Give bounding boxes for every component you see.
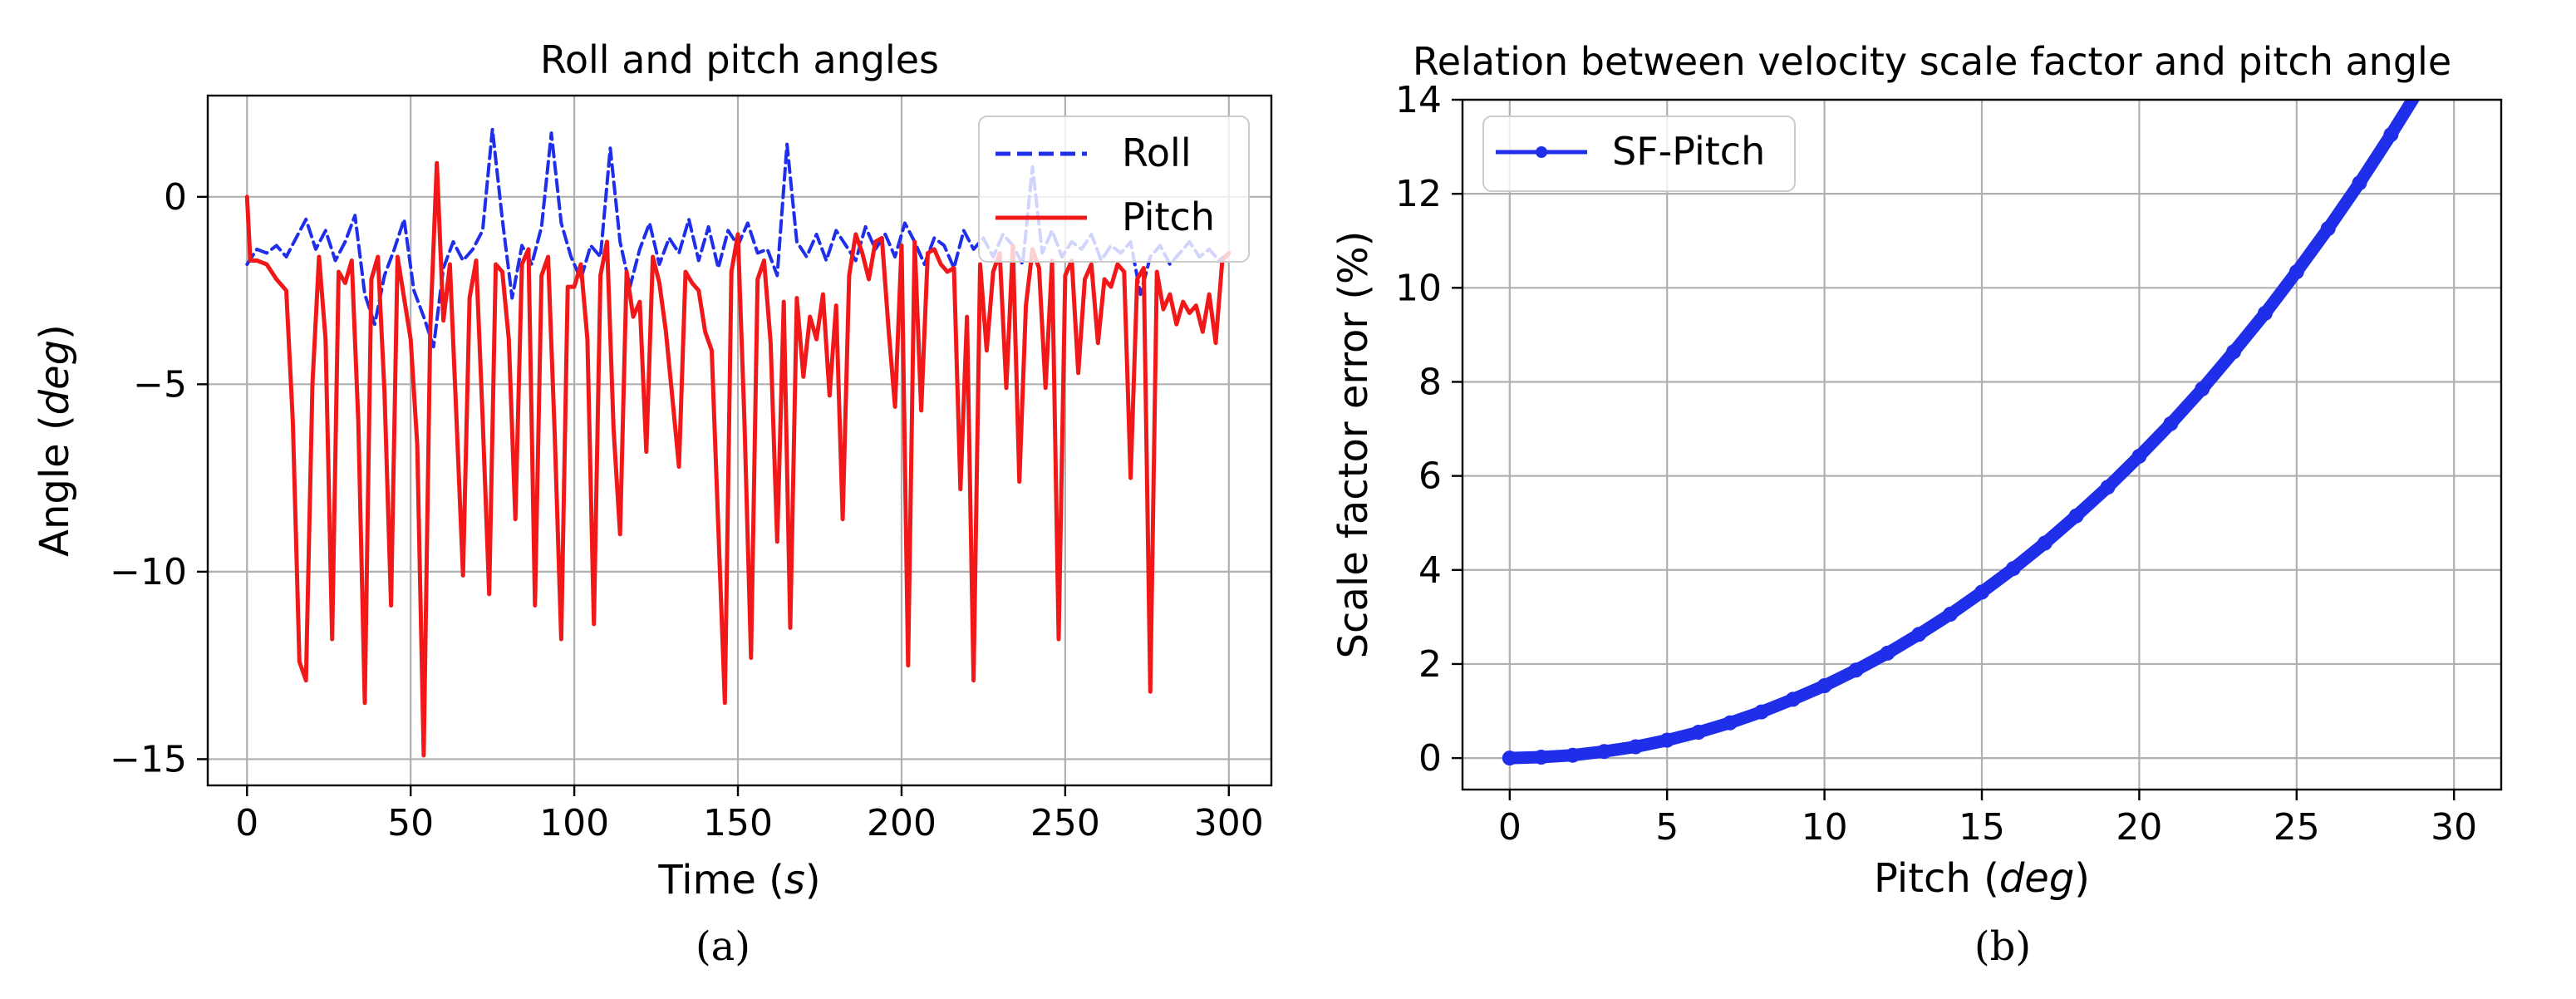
chart-a-ytick-label: −10: [110, 551, 187, 593]
legend-sfpitch-label: SF-Pitch: [1612, 129, 1765, 174]
chart-b-lines: [1502, 23, 2461, 766]
chart-b-ytick-label: 14: [1395, 79, 1442, 121]
series-sfpitch-point: [1911, 627, 1927, 642]
chart-b-xtick-label: 25: [2274, 806, 2320, 849]
legend-pitch-label: Pitch: [1122, 194, 1215, 239]
chart-b-legend-box: [1482, 116, 1796, 192]
legend-sfpitch-marker: [1536, 146, 1547, 158]
series-sfpitch-point: [2037, 535, 2052, 551]
series-sfpitch-point: [1816, 678, 1832, 693]
chart-b-xtick-label: 0: [1498, 806, 1522, 849]
series-pitch-line: [244, 160, 1231, 758]
chart-a-xlabel-text: Time: [657, 857, 755, 903]
chart-b-ytick-label: 8: [1418, 361, 1442, 403]
chart-b-xtick-label: 5: [1655, 806, 1679, 849]
chart-b-xtick-label: 30: [2431, 806, 2477, 849]
chart-b-ytick-label: 4: [1418, 549, 1442, 592]
series-sfpitch-point: [2163, 416, 2179, 431]
chart-b-ytick-label: 6: [1418, 455, 1442, 498]
chart-b-ytick-label: 2: [1418, 643, 1442, 686]
chart-a-ylabel-unit: deg: [32, 340, 78, 415]
chart-a-xtick-label: 200: [867, 802, 937, 844]
chart-a-ylabel: Angle (deg): [32, 324, 78, 557]
chart-a-xtick-label: 100: [539, 802, 609, 844]
series-sfpitch-point: [1723, 715, 1738, 731]
chart-a-legend-box: [978, 116, 1250, 263]
chart-a-ytick-label: −5: [133, 363, 187, 406]
chart-a-frame: [206, 94, 1273, 787]
series-sfpitch-point: [2320, 221, 2336, 236]
chart-b-ytick-label: 10: [1395, 267, 1442, 309]
chart-a-xtick-label: 0: [235, 802, 258, 844]
series-sfpitch-point: [2005, 561, 2021, 577]
series-sfpitch-point: [2195, 381, 2210, 396]
series-sfpitch-point: [1533, 750, 1549, 765]
series-sfpitch-point: [2257, 305, 2273, 321]
series-sfpitch-point: [1691, 725, 1707, 740]
chart-b-ylabel: Scale factor error (%): [1330, 231, 1377, 659]
chart-b-xtick-label: 15: [1959, 806, 2005, 849]
chart-a-title: Roll and pitch angles: [540, 37, 939, 82]
chart-a-ylabel-text: Angle: [32, 443, 78, 557]
chart-a-xlabel: Time (s): [657, 857, 820, 903]
chart-a-caption: (a): [696, 923, 750, 970]
panel-a: Roll and pitch angles 0 50 100 150 200 250 300…: [32, 37, 1273, 970]
series-sfpitch-point: [1943, 607, 1959, 622]
series-sfpitch-point: [1785, 691, 1801, 707]
series-sfpitch-point: [1502, 750, 1517, 766]
chart-b-legend: SF-Pitch: [1482, 116, 1796, 192]
chart-a-xtick-label: 50: [387, 802, 434, 844]
chart-a-ytick-label: −15: [110, 738, 187, 780]
series-sfpitch-point: [1848, 662, 1864, 678]
chart-b-xlabel: Pitch (deg): [1874, 855, 2090, 902]
chart-b-yticks: 0 2 4 6 8 10 12 14: [1395, 79, 1463, 780]
chart-a-yticks: 0 −5 −10 −15: [110, 176, 208, 780]
series-sfpitch-point: [1753, 704, 1769, 720]
chart-a-xlabel-unit: s: [784, 857, 805, 903]
series-sfpitch-point: [2288, 264, 2304, 280]
chart-b-xtick-label: 10: [1802, 806, 1848, 849]
series-sfpitch-point: [2131, 448, 2147, 464]
chart-a-ytick-label: 0: [164, 176, 187, 219]
series-sfpitch-point: [2068, 508, 2084, 524]
series-sfpitch-point: [1880, 645, 1895, 661]
panel-b: Relation between velocity scale factor a…: [1330, 23, 2503, 970]
legend-roll-label: Roll: [1122, 130, 1192, 175]
series-sfpitch-point: [1628, 739, 1644, 755]
series-sfpitch-point: [1565, 747, 1581, 763]
series-sfpitch-point: [1596, 744, 1612, 760]
chart-b-xticks: 0 5 10 15 20 25 30: [1498, 790, 2477, 849]
series-sfpitch-point: [2383, 126, 2399, 142]
series-sfpitch-point: [1659, 732, 1675, 748]
chart-a-legend: Roll Pitch: [978, 116, 1250, 263]
chart-b-xlabel-text: Pitch: [1874, 855, 1971, 902]
chart-b-xtick-label: 20: [2116, 806, 2162, 849]
chart-a-xticks: 0 50 100 150 200 250 300: [235, 785, 1264, 844]
series-sfpitch-point: [2226, 344, 2241, 360]
series-sfpitch-point: [1974, 584, 1989, 600]
series-sfpitch-point: [2446, 23, 2461, 38]
chart-a-xtick-label: 300: [1194, 802, 1264, 844]
chart-a-xtick-label: 250: [1030, 802, 1100, 844]
chart-b-ytick-label: 12: [1395, 173, 1442, 215]
series-sfpitch-point: [2352, 175, 2367, 191]
chart-b-title: Relation between velocity scale factor a…: [1413, 39, 2451, 84]
chart-b-caption: (b): [1974, 923, 2031, 970]
series-sfpitch-point: [2100, 480, 2116, 495]
chart-a-xtick-label: 150: [703, 802, 773, 844]
chart-b-ytick-label: 0: [1418, 737, 1442, 780]
chart-b-xlabel-unit: deg: [1999, 855, 2074, 902]
